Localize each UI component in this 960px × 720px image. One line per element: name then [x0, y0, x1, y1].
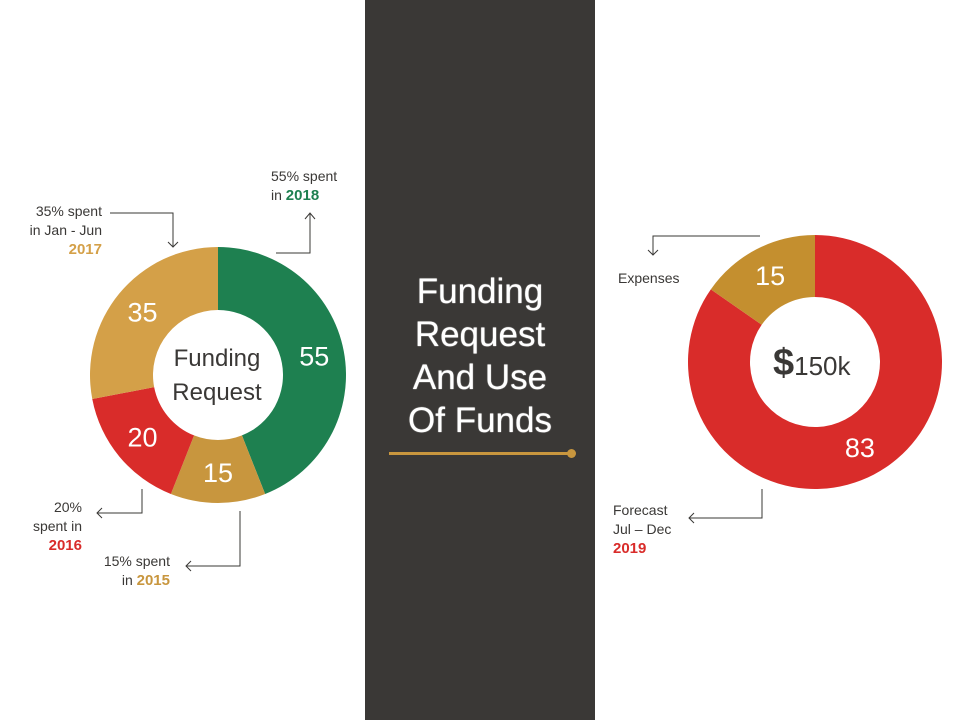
- slice-label-55: 55: [299, 342, 329, 372]
- use-of-funds-donut: 83 15: [688, 235, 943, 489]
- funding-request-donut: 55 15 20 35: [89, 247, 347, 503]
- connector-2018-arrow: [304, 212, 316, 220]
- annotation-2016-year: 2016: [48, 537, 82, 554]
- annotation-2018: 55% spent in 2018: [271, 167, 337, 205]
- title-line-3: And Use: [412, 358, 548, 397]
- connector-2018: [276, 213, 311, 254]
- slice-label-15: 15: [755, 261, 785, 291]
- connector-2016-arrow: [96, 507, 103, 519]
- annotation-2016-line1: 20%: [53, 499, 82, 515]
- annotation-connectors: [96, 212, 763, 572]
- annotation-expenses-text: Expenses: [618, 270, 680, 286]
- connector-2019: [689, 489, 763, 519]
- annotation-2017-year: 2017: [68, 241, 102, 258]
- annotation-2018-year: 2018: [285, 187, 320, 204]
- donut-slice-20: [92, 387, 195, 495]
- annotation-2015-in: in: [121, 572, 137, 588]
- title-line-1: Funding: [416, 272, 544, 311]
- annotation-2019: Forecast Jul – Dec 2019: [613, 501, 671, 558]
- annotation-2016-line2: spent in: [32, 518, 82, 534]
- title-line-4: Of Funds: [408, 401, 552, 440]
- title-line-2: Request: [414, 315, 546, 354]
- donut-slice-35: [89, 247, 218, 399]
- title-underline-dot: [567, 449, 576, 458]
- budget-amount: 150k: [794, 351, 851, 381]
- donut-slice-83: [688, 235, 943, 489]
- connector-2019-arrow: [688, 512, 695, 524]
- annotation-2016: 20% spent in 2016: [18, 498, 82, 555]
- annotation-expenses: Expenses: [618, 269, 679, 288]
- center-panel: [365, 0, 595, 720]
- center-label-line-1: Funding: [173, 345, 261, 372]
- connector-2017-arrow: [167, 241, 179, 248]
- annotation-2015-line1: 15% spent: [103, 553, 170, 569]
- connector-2015: [186, 511, 241, 567]
- annotation-2018-line2: in 2018: [271, 186, 337, 205]
- slice-label-15: 15: [203, 458, 233, 488]
- donut-slice-15: [710, 235, 815, 325]
- annotation-2019-line2: Jul – Dec: [613, 521, 672, 537]
- slice-label-35: 35: [127, 298, 157, 328]
- title-underline: [389, 452, 571, 455]
- budget-center-label: $150k: [773, 342, 851, 385]
- donut-slice-15: [170, 435, 266, 503]
- annotation-2019-line1: Forecast: [613, 502, 668, 518]
- center-label-line-2: Request: [172, 379, 262, 406]
- slice-label-20: 20: [127, 422, 157, 452]
- currency-symbol: $: [773, 342, 795, 384]
- connector-2015-arrow: [185, 560, 192, 572]
- annotation-2019-year: 2019: [613, 540, 647, 557]
- annotation-2017-line1: 35% spent: [35, 203, 102, 219]
- slice-label-83: 83: [845, 433, 875, 463]
- funding-request-center-label: Funding Request: [147, 342, 287, 410]
- annotation-2015-line2: in 2015: [90, 571, 170, 590]
- annotation-2017-line2: in Jan - Jun: [29, 222, 102, 238]
- annotation-2015-year: 2015: [136, 572, 170, 589]
- annotation-2018-in: in: [271, 187, 286, 203]
- annotation-2017: 35% spent in Jan - Jun 2017: [18, 202, 102, 259]
- page-title: Funding Request And Use Of Funds: [365, 270, 595, 442]
- connector-2016: [97, 489, 143, 514]
- annotation-2015: 15% spent in 2015: [90, 552, 170, 590]
- connector-expenses: [652, 235, 760, 255]
- annotation-2018-line1: 55% spent: [271, 168, 338, 184]
- donut-slice-55: [218, 247, 347, 495]
- connector-expenses-arrow: [647, 249, 659, 256]
- connector-2017: [110, 212, 174, 247]
